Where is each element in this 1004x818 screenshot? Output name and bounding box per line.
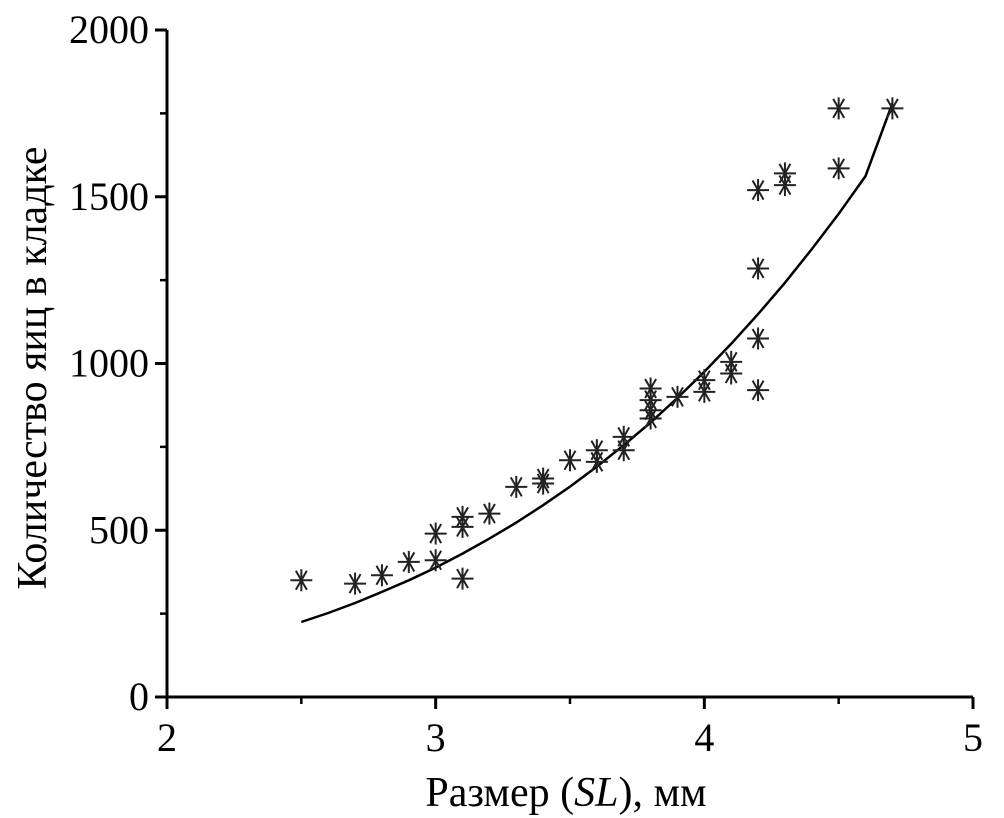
y-tick-label: 2000 (69, 7, 149, 52)
data-point (344, 572, 367, 595)
x-axis-title-part-2: ), мм (618, 770, 706, 816)
x-axis: 2 3 4 5 (157, 695, 983, 760)
data-point (290, 569, 313, 592)
x-tick-label: 2 (157, 715, 177, 760)
data-point (720, 350, 743, 373)
x-axis-title-variable: SL (574, 770, 618, 816)
data-point (370, 564, 393, 587)
data-point (424, 549, 447, 572)
data-point (747, 327, 770, 350)
y-tick-label: 1500 (69, 174, 149, 219)
data-point (881, 97, 904, 120)
y-tick-label: 0 (129, 674, 149, 719)
data-point (773, 162, 796, 185)
data-point (747, 379, 770, 402)
x-tick-label: 5 (963, 715, 983, 760)
y-axis-title: Количество яиц в кладке (10, 146, 56, 589)
data-point (666, 385, 689, 408)
data-point (827, 157, 850, 180)
y-axis: 0 500 1000 1500 2000 (69, 7, 169, 719)
y-tick-label: 1000 (69, 341, 149, 386)
data-point (559, 449, 581, 472)
data-point (451, 505, 474, 528)
x-tick-label: 3 (426, 715, 446, 760)
data-point (747, 257, 770, 280)
data-point (451, 567, 474, 590)
x-tick-label: 4 (694, 715, 714, 760)
data-point (424, 522, 447, 545)
data-point (612, 425, 635, 448)
x-axis-title: Размер (SL), мм (425, 770, 706, 816)
data-point (747, 179, 770, 202)
data-point (505, 475, 528, 498)
data-point (478, 502, 501, 525)
y-tick-label: 500 (89, 507, 149, 552)
data-point (397, 550, 420, 573)
data-point (532, 467, 555, 490)
data-point (585, 439, 608, 462)
regression-curve (300, 102, 894, 624)
data-point (693, 369, 716, 392)
data-point (827, 97, 850, 120)
x-axis-title-part-1: Размер ( (425, 770, 574, 816)
data-point (639, 377, 662, 400)
